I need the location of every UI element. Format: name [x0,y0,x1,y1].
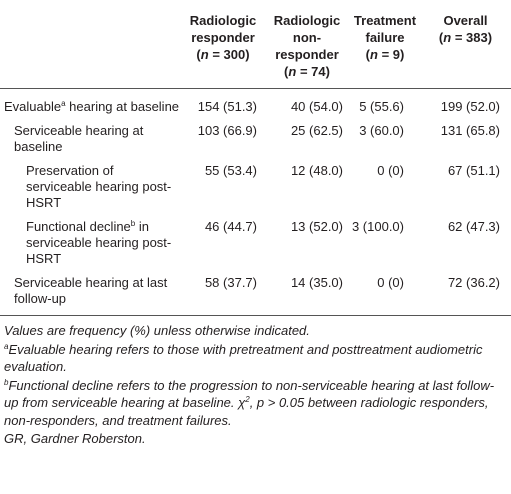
column-count: (n = 74) [284,64,330,79]
column-count: (n = 383) [438,30,493,45]
header-cell [0,8,182,89]
footnote: aEvaluable hearing refers to those with … [4,341,507,376]
footnote-marker: a [4,341,9,351]
column-title: Treatment failure [353,13,417,45]
cell: 103 (66.9) [197,123,257,138]
footnote-text: Functional decline refers to the progres… [4,377,495,411]
cell: 46 (44.7) [204,219,257,234]
table-body: Radiologic responder (n = 300) Radiologic … [0,8,511,316]
footnote-text: , p > 0.05 between radiologic responders… [4,395,489,428]
cell: 12 (48.0) [290,163,343,178]
footnote-marker: b [130,219,136,228]
column-count: (n = 9) [365,47,405,62]
cell: 72 (36.2) [420,271,511,316]
row-label: Preservation of serviceable hearing post… [0,159,182,215]
footnote-text: GR, Gardner Roberston. [4,431,146,446]
row-label: Serviceable hearing at baseline [0,119,182,159]
cell: 3 (100.0) [351,219,404,234]
column-title: Radiologic responder [189,13,257,45]
table-row: Preservation of serviceable hearing post… [0,159,511,215]
cell: 55 (53.4) [204,163,257,178]
cell: 5 (55.6) [359,99,404,114]
row-label: Serviceable hearing at last follow-up [0,271,182,316]
cell: 131 (65.8) [440,123,500,138]
page: Radiologic responder (n = 300) Radiologic … [0,8,511,494]
footnote: Values are frequency (%) unless otherwis… [4,322,507,340]
column-count: (n = 300) [196,47,250,62]
cell: 154 (51.3) [197,99,257,114]
cell: 67 (51.1) [447,163,500,178]
cell: 0 (0) [350,271,420,316]
cell: 3 (60.0) [359,123,404,138]
row-label: Evaluablea hearing at baseline [0,89,182,120]
footnotes: Values are frequency (%) unless otherwis… [0,316,511,448]
header-row: Radiologic responder (n = 300) Radiologic … [0,8,511,89]
row-label-text: Evaluable [4,99,62,114]
footnote-marker: b [4,377,9,387]
table-row: Serviceable hearing at last follow-up 58 … [0,271,511,316]
row-label-text: Functional decline [26,219,131,234]
column-header: Radiologic responder (n = 300) [182,8,264,89]
row-label-text: Preservation of serviceable hearing post… [26,163,172,210]
cell: 13 (52.0) [290,219,343,234]
footnote-text: Evaluable hearing refers to those with p… [4,341,483,375]
column-title: Radiologic non-responder [273,13,341,62]
table-row: Functional declineb in serviceable heari… [0,215,511,271]
cell: 25 (62.5) [290,123,343,138]
footnote-marker: a [61,99,66,108]
table-row: Evaluablea hearing at baseline 154 (51.3)… [0,89,511,120]
column-header: Treatment failure (n = 9) [350,8,420,89]
cell: 0 (0) [377,163,404,178]
cell: 40 (54.0) [290,99,343,114]
column-title: Overall [443,13,488,28]
cell: 14 (35.0) [264,271,350,316]
column-header: Radiologic non-responder (n = 74) [264,8,350,89]
data-table: Radiologic responder (n = 300) Radiologic … [0,8,511,316]
row-label-text: in serviceable hearing post-HSRT [26,219,172,266]
superscript: 2 [245,395,250,404]
cell: 62 (47.3) [447,219,500,234]
row-label-text: hearing at baseline [65,99,180,114]
footnote-text: Values are frequency (%) unless otherwis… [4,323,310,338]
footnote: GR, Gardner Roberston. [4,430,507,448]
row-label: Functional declineb in serviceable heari… [0,215,182,271]
column-header: Overall (n = 383) [420,8,511,89]
cell: 199 (52.0) [440,99,500,114]
footnote: bFunctional decline refers to the progre… [4,377,507,430]
row-label-text: Serviceable hearing at baseline [14,123,144,154]
cell: 58 (37.7) [182,271,264,316]
table-row: Serviceable hearing at baseline 103 (66.9… [0,119,511,159]
row-label-text: Serviceable hearing at last follow-up [14,275,168,306]
